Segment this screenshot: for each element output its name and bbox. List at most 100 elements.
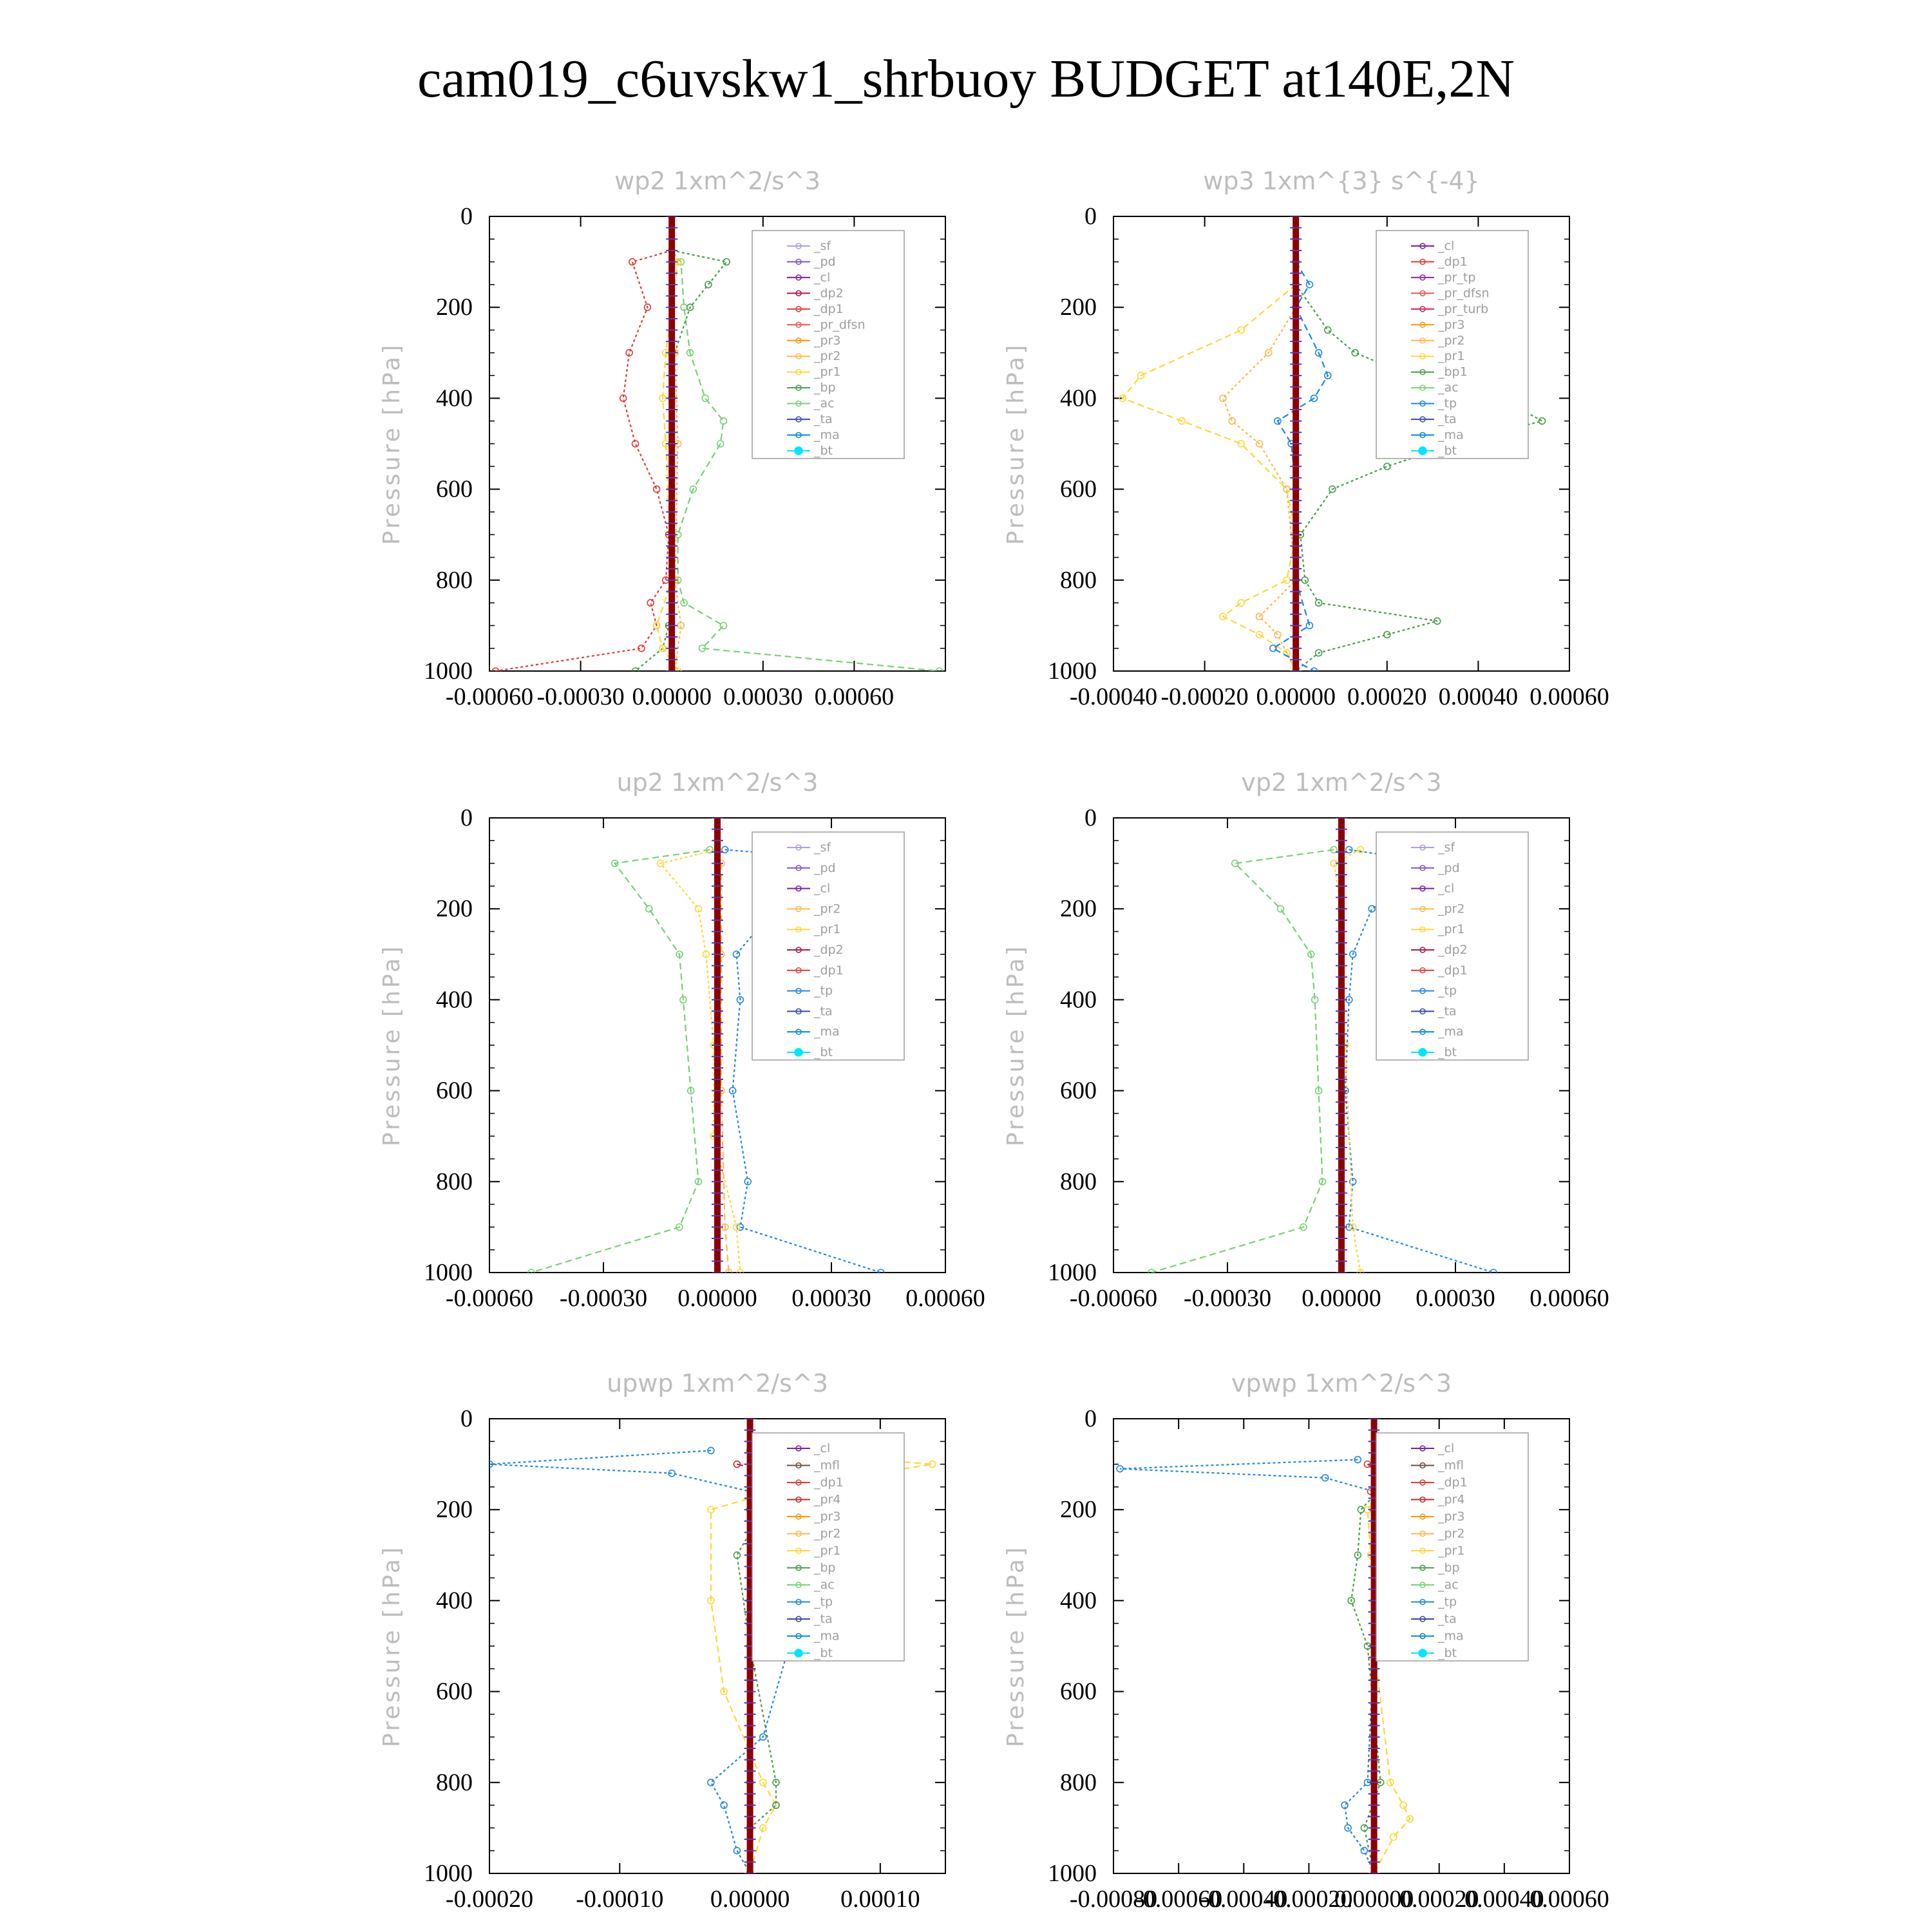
- legend-marker: [795, 384, 802, 391]
- x-tick-label: 0.00000: [632, 683, 712, 710]
- x-tick-label: 0.00030: [791, 1285, 871, 1312]
- series-line-dp1: [531, 849, 710, 1273]
- legend-label: _ma: [1437, 428, 1464, 442]
- legend-marker: [1419, 243, 1426, 249]
- panel-title: wp3 1xm^{3} s^{-4}: [1203, 167, 1479, 195]
- chart-panel: upwp 1xm^2/s^3 Pressure [hPa] 0 200 400 600 80…: [379, 1369, 946, 1913]
- legend-label: _pr_dfsn: [813, 317, 866, 332]
- x-tick-label: 0.00000: [677, 1285, 757, 1312]
- y-tick-label: 400: [1060, 986, 1097, 1013]
- chart-panel: up2 1xm^2/s^3 Pressure [hPa] 0 200 400 600 800…: [379, 768, 985, 1312]
- series-point: [1264, 348, 1273, 357]
- legend-label: _ta: [813, 1612, 833, 1626]
- legend-marker: [795, 274, 802, 281]
- series-point: [723, 258, 730, 266]
- legend-marker: [1419, 844, 1426, 851]
- legend-label: _pr3: [813, 1510, 840, 1524]
- legend-label: _bt: [1437, 1045, 1457, 1059]
- legend-label: _ta: [1437, 412, 1457, 426]
- series-point: [1219, 394, 1227, 402]
- legend-marker: [795, 885, 802, 892]
- y-tick-label: 0: [460, 203, 473, 230]
- series-point: [689, 485, 697, 493]
- legend-box: [752, 230, 905, 459]
- series-point: [625, 348, 633, 357]
- x-tick-label: 0.00030: [1416, 1285, 1495, 1312]
- legend-label: _pr4: [1437, 1493, 1464, 1507]
- legend-label: _pr_turb: [1437, 302, 1488, 316]
- series-point: [1119, 394, 1126, 402]
- series-point: [1349, 1178, 1357, 1186]
- legend-label: _dp2: [813, 943, 844, 957]
- legend-marker: [1419, 431, 1426, 439]
- legend-marker: [1419, 274, 1426, 281]
- legend-label: _pr_tp: [1437, 270, 1475, 285]
- series-line-tp: [1120, 1459, 1414, 1873]
- series-point: [619, 394, 627, 402]
- series-point: [1314, 649, 1323, 657]
- y-tick-label: 1000: [424, 658, 473, 685]
- series-point: [1349, 1223, 1357, 1231]
- series-point: [629, 258, 636, 266]
- x-tick-label: 0.00040: [1464, 1886, 1544, 1913]
- x-tick-label: 0.00000: [1334, 1886, 1414, 1913]
- legend-label: _dp2: [1437, 943, 1468, 957]
- legend-label: _mfl: [813, 1459, 840, 1473]
- x-tick-label: -0.00020: [1265, 1886, 1352, 1913]
- series-point: [1255, 612, 1264, 621]
- legend-label: _tp: [1437, 397, 1457, 411]
- series-point: [679, 996, 687, 1004]
- series-point: [698, 644, 706, 652]
- legend-marker: [1419, 1530, 1426, 1537]
- series-point: [732, 1223, 741, 1231]
- series-point: [759, 1824, 767, 1832]
- series-point: [759, 1779, 767, 1786]
- series-point: [736, 996, 744, 1004]
- y-tick-label: 200: [436, 895, 473, 922]
- chart-panel: wp3 1xm^{3} s^{-4} Pressure [hPa] 0 200 400 6…: [1003, 167, 1609, 710]
- legend-box: [1376, 230, 1529, 459]
- series-point: [677, 621, 685, 630]
- y-tick-label: 200: [436, 1496, 473, 1523]
- series-point: [686, 348, 694, 357]
- series-point: [1360, 1846, 1368, 1855]
- legend-label: _sf: [1437, 840, 1455, 855]
- legend-label: _ta: [1437, 1612, 1457, 1626]
- y-tick-label: 0: [460, 1405, 473, 1432]
- y-tick-label: 400: [436, 986, 473, 1013]
- series-point: [759, 1733, 767, 1741]
- legend-box: [752, 1432, 905, 1662]
- legend-label: _tp: [1437, 984, 1457, 998]
- legend-label: _bp: [813, 381, 836, 395]
- series-line-tp: [724, 849, 893, 1273]
- legend-label: _pr3: [1437, 1510, 1464, 1524]
- legend-marker: [795, 967, 802, 974]
- series-point: [491, 667, 500, 671]
- x-tick-label: -0.00030: [560, 1285, 647, 1312]
- legend-marker: [795, 1462, 802, 1469]
- y-axis-label: Pressure [hPa]: [1003, 1545, 1029, 1747]
- legend-marker: [1419, 1633, 1426, 1640]
- legend-marker: [1419, 947, 1426, 953]
- series-point: [668, 1469, 676, 1477]
- legend-label: _cl: [1437, 882, 1454, 896]
- legend-label: _ma: [1437, 1025, 1464, 1039]
- legend-label: _pr2: [1437, 334, 1464, 348]
- legend-marker: [1419, 400, 1426, 407]
- series-point: [1344, 1824, 1352, 1832]
- legend-marker: [1419, 926, 1426, 933]
- x-tick-label: 0.00020: [1347, 683, 1427, 710]
- legend-label: _pr1: [1437, 922, 1464, 936]
- legend-label: _pd: [813, 254, 836, 269]
- legend-label: _dp1: [813, 963, 844, 978]
- legend-label: _cl: [813, 882, 830, 896]
- series-point: [1237, 440, 1245, 448]
- legend-label: _ma: [1437, 1629, 1464, 1643]
- series-point: [638, 644, 645, 652]
- legend-label: _ma: [813, 1025, 840, 1039]
- y-tick-label: 600: [1060, 1678, 1097, 1705]
- series-line-bp: [1350, 1463, 1392, 1873]
- legend-label: _pr2: [813, 902, 840, 916]
- legend-label: _pr2: [1437, 1527, 1464, 1541]
